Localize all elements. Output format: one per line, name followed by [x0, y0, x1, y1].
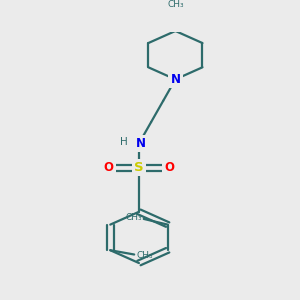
Text: O: O: [104, 161, 114, 174]
Text: S: S: [134, 161, 144, 174]
Text: N: N: [170, 73, 180, 86]
Text: CH₃: CH₃: [167, 0, 184, 9]
Text: H: H: [120, 137, 128, 147]
Text: CH₃: CH₃: [136, 251, 153, 260]
Text: N: N: [136, 137, 146, 150]
Text: O: O: [164, 161, 174, 174]
Text: CH₃: CH₃: [125, 213, 142, 222]
